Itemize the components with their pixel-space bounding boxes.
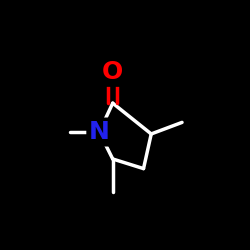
Text: O: O <box>102 60 123 84</box>
Text: N: N <box>89 120 110 144</box>
